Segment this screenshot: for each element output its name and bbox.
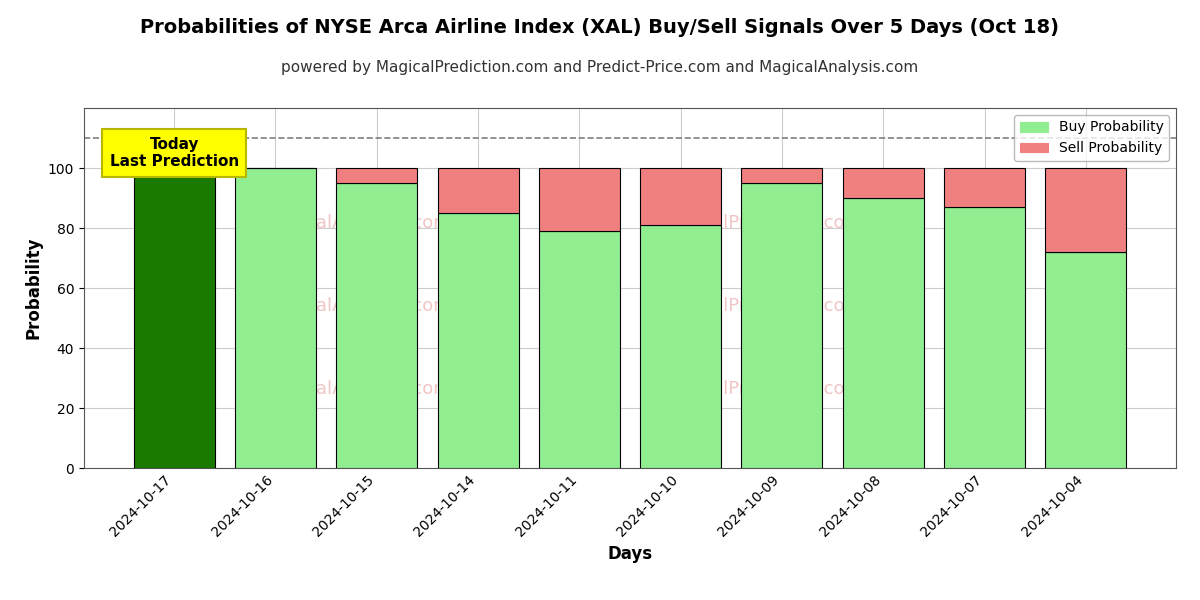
Bar xyxy=(133,168,215,468)
Text: MagicalPrediction.com: MagicalPrediction.com xyxy=(660,380,863,398)
Bar xyxy=(336,183,418,468)
Text: Today
Last Prediction: Today Last Prediction xyxy=(109,137,239,169)
Legend: Buy Probability, Sell Probability: Buy Probability, Sell Probability xyxy=(1014,115,1169,161)
Text: Probabilities of NYSE Arca Airline Index (XAL) Buy/Sell Signals Over 5 Days (Oct: Probabilities of NYSE Arca Airline Index… xyxy=(140,18,1060,37)
Text: MagicalPrediction.com: MagicalPrediction.com xyxy=(660,297,863,315)
Bar xyxy=(640,225,721,468)
Bar xyxy=(1045,168,1127,252)
X-axis label: Days: Days xyxy=(607,545,653,563)
Text: calAnalysis.com: calAnalysis.com xyxy=(306,380,451,398)
Bar xyxy=(539,231,620,468)
Bar xyxy=(1045,252,1127,468)
Bar xyxy=(944,207,1025,468)
Text: powered by MagicalPrediction.com and Predict-Price.com and MagicalAnalysis.com: powered by MagicalPrediction.com and Pre… xyxy=(281,60,919,75)
Text: MagicalPrediction.com: MagicalPrediction.com xyxy=(660,214,863,232)
Bar xyxy=(235,168,316,468)
Y-axis label: Probability: Probability xyxy=(24,237,42,339)
Bar xyxy=(842,168,924,198)
Bar xyxy=(539,168,620,231)
Text: calAnalysis.com: calAnalysis.com xyxy=(306,214,451,232)
Bar xyxy=(438,168,518,213)
Bar xyxy=(438,213,518,468)
Bar xyxy=(742,168,822,183)
Bar xyxy=(640,168,721,225)
Text: calAnalysis.com: calAnalysis.com xyxy=(306,297,451,315)
Bar xyxy=(842,198,924,468)
Bar xyxy=(944,168,1025,207)
Bar xyxy=(742,183,822,468)
Bar xyxy=(336,168,418,183)
